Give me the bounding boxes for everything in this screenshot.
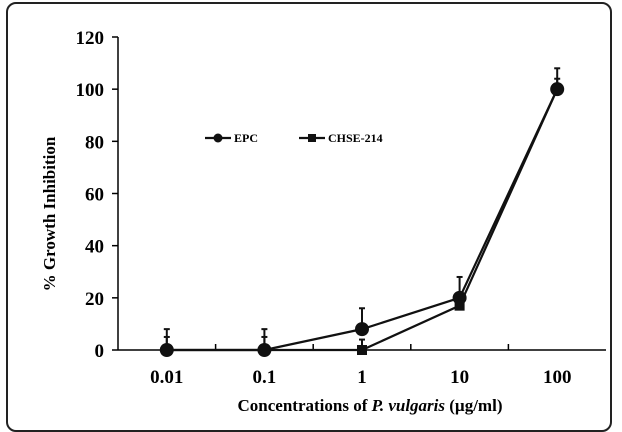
x-axis-title-part-2: P. vulgaris bbox=[371, 396, 446, 415]
x-tick-label: 1 bbox=[357, 367, 367, 388]
chse-214-point bbox=[357, 345, 367, 355]
chse-214-point bbox=[259, 345, 270, 355]
y-tick-label: 20 bbox=[85, 289, 104, 310]
x-tick-label: 0.01 bbox=[150, 367, 183, 388]
axes bbox=[117, 37, 606, 351]
chse-214-point bbox=[552, 84, 563, 95]
chart: 0 20 40 60 80 100 120 0.01 0.1 1 10 100 EPC CHSE-21… bbox=[40, 28, 606, 415]
y-tick-label: 60 bbox=[85, 185, 104, 206]
chse-214-point bbox=[161, 345, 172, 355]
y-tick-label: 80 bbox=[85, 132, 104, 153]
x-axis-title-part-1: Concentrations of bbox=[238, 396, 372, 415]
x-tick-label: 100 bbox=[543, 367, 572, 388]
legend-marker-chse-214 bbox=[308, 134, 316, 142]
x-ticks: 0.01 0.1 1 10 100 bbox=[150, 344, 571, 388]
x-axis-title: Concentrations of P. vulgaris (µg/ml) bbox=[238, 396, 503, 415]
x-axis-title-part-3: (µg/ml) bbox=[445, 396, 502, 415]
x-tick-label: 10 bbox=[450, 367, 469, 388]
legend: EPC CHSE-214 bbox=[205, 131, 383, 145]
y-tick-label: 100 bbox=[76, 80, 105, 101]
epc-point bbox=[355, 322, 369, 337]
legend-label-chse-214: CHSE-214 bbox=[328, 131, 383, 145]
y-axis-title: % Growth Inhibition bbox=[40, 136, 59, 291]
x-tick-label: 0.1 bbox=[253, 367, 277, 388]
legend-marker-epc bbox=[213, 133, 223, 143]
legend-label-epc: EPC bbox=[234, 131, 258, 145]
series-layer bbox=[159, 67, 565, 357]
y-tick-label: 40 bbox=[85, 237, 104, 258]
y-tick-label: 120 bbox=[76, 28, 105, 49]
y-ticks: 0 20 40 60 80 100 120 bbox=[76, 28, 118, 362]
y-tick-label: 0 bbox=[95, 341, 105, 362]
chse-214-point bbox=[454, 300, 465, 311]
